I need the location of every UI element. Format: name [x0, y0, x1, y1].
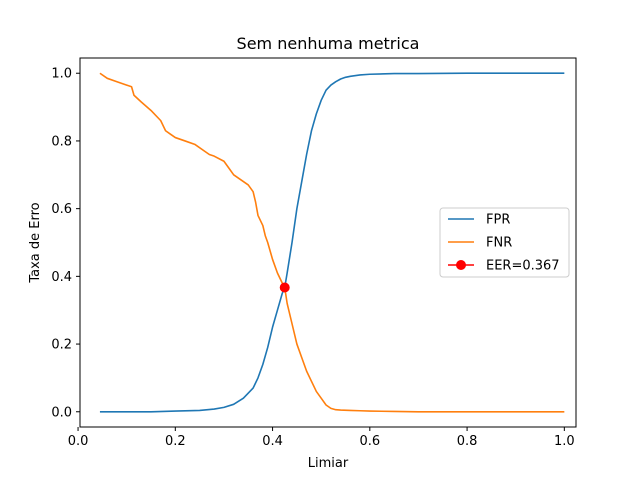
eer-point-marker [279, 282, 290, 293]
x-tick-label: 0.6 [359, 434, 380, 449]
axis-ticks: 0.0 0.2 0.4 0.6 0.8 1.0 0.0 0.2 0.4 0.6 0.8 1.0 [51, 67, 574, 449]
axes-frame [79, 57, 577, 428]
legend-label-fpr: FPR [486, 213, 510, 228]
x-tick-label: 0.8 [457, 434, 478, 449]
legend-frame [439, 207, 570, 278]
y-tick-label: 0.0 [51, 405, 72, 420]
x-tick-label: 1.0 [554, 434, 575, 449]
legend-marker-eer-0-367 [456, 260, 466, 270]
y-tick-label: 0.8 [51, 134, 72, 149]
x-axis-label: Limiar [308, 456, 349, 471]
fpr-series-line [99, 72, 565, 413]
y-axis-label: Taxa de Erro [28, 202, 43, 283]
y-tick-label: 0.2 [51, 338, 72, 353]
chart-title: Sem nenhuma metrica [237, 34, 420, 53]
legend-label-eer-0-367: EER=0.367 [486, 259, 560, 274]
legend-label-fnr: FNR [486, 236, 512, 251]
x-tick-label: 0.0 [68, 434, 89, 449]
y-tick-label: 0.4 [51, 270, 72, 285]
y-tick-label: 1.0 [51, 67, 72, 82]
x-tick-label: 0.4 [262, 434, 283, 449]
x-tick-label: 0.2 [165, 434, 186, 449]
plot-area [99, 72, 565, 413]
legend: FPR FNR EER=0.367 [439, 207, 570, 278]
fnr-series-line [99, 72, 565, 413]
y-tick-label: 0.6 [51, 202, 72, 217]
